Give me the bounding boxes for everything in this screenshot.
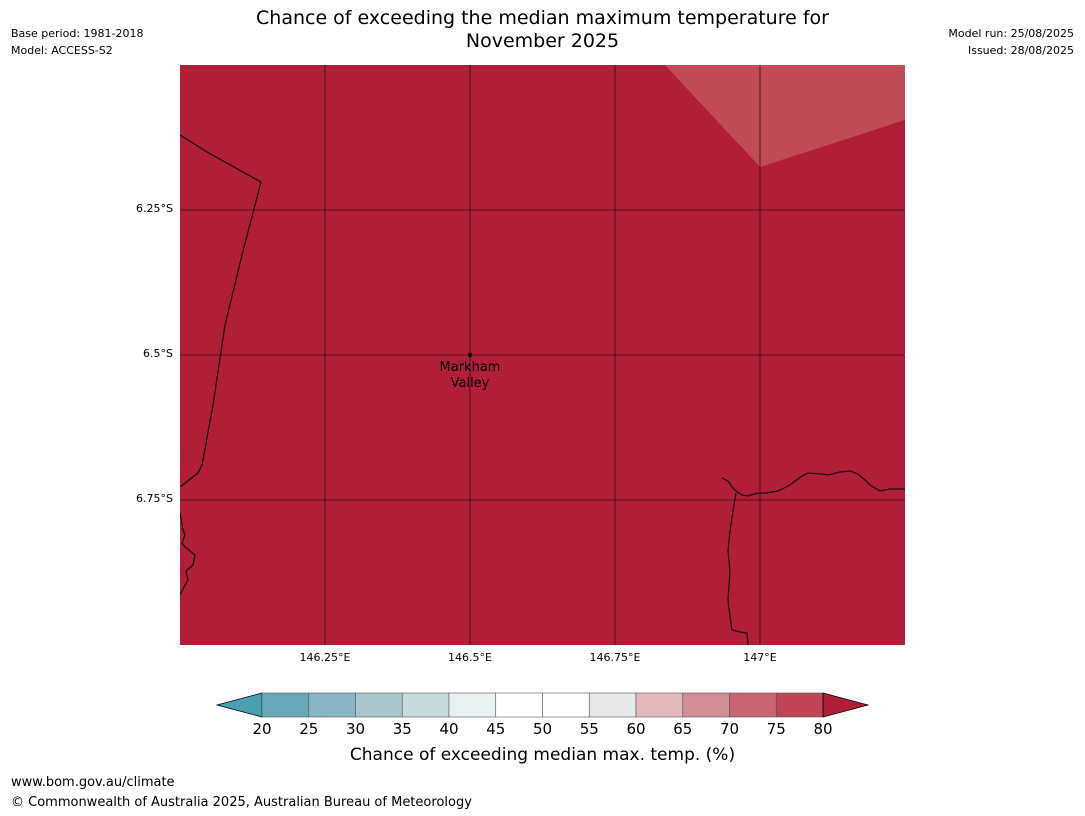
place-name-line1: Markham	[439, 360, 501, 375]
lat-label-6-25: 6.25°S	[136, 202, 173, 215]
lat-label-6-5: 6.5°S	[143, 347, 173, 360]
colorbar-tick-label: 65	[673, 720, 693, 738]
colorbar-segment	[775, 692, 824, 718]
base-period-text: Base period: 1981-2018	[11, 27, 144, 40]
colorbar-tick-label: 20	[252, 720, 272, 738]
colorbar-tick-label: 55	[579, 720, 599, 738]
colorbar-tick-label: 70	[719, 720, 740, 738]
place-label-markham-valley: Markham Valley	[420, 360, 520, 392]
model-run-text: Model run: 25/08/2025	[948, 27, 1074, 40]
forecast-map[interactable]	[180, 65, 905, 645]
colorbar	[215, 692, 870, 720]
header-right-meta: Model run: 25/08/2025 Issued: 28/08/2025	[948, 25, 1074, 59]
boundary-west	[180, 134, 262, 488]
colorbar-tick-label: 80	[813, 720, 833, 738]
colorbar-tick-label: 40	[439, 720, 459, 738]
copyright-text: © Commonwealth of Australia 2025, Austra…	[11, 795, 472, 810]
coastline-west	[180, 512, 196, 596]
colorbar-under-arrow	[215, 692, 263, 718]
colorbar-over-arrow	[822, 692, 870, 718]
colorbar-tick-label: 25	[299, 720, 319, 738]
colorbar-segment	[682, 692, 730, 718]
map-title-line1: Chance of exceeding the median maximum t…	[256, 7, 829, 29]
colorbar-svg	[215, 692, 870, 718]
lat-label-6-75: 6.75°S	[136, 492, 173, 505]
colorbar-tick-label: 30	[345, 720, 366, 738]
lon-label-146-25: 146.25°E	[299, 651, 351, 664]
colorbar-segment	[588, 692, 637, 718]
colorbar-title: Chance of exceeding median max. temp. (%…	[349, 745, 736, 765]
colorbar-segment	[729, 692, 777, 718]
colorbar-segments	[261, 692, 824, 718]
colorbar-segment	[355, 692, 403, 718]
colorbar-segment	[448, 692, 497, 718]
lon-label-146-75: 146.75°E	[589, 651, 641, 664]
colorbar-tick-label: 35	[392, 720, 412, 738]
lon-label-146-5: 146.5°E	[448, 651, 492, 664]
map-title: Chance of exceeding the median maximum t…	[200, 7, 885, 53]
map-svg	[180, 65, 905, 645]
header-left-meta: Base period: 1981-2018 Model: ACCESS-S2	[11, 25, 143, 59]
river-east	[727, 492, 749, 645]
light-probability-patch	[665, 65, 905, 167]
map-title-line2: November 2025	[465, 30, 620, 52]
colorbar-segment	[542, 692, 590, 718]
bom-url-link[interactable]: www.bom.gov.au/climate	[11, 775, 175, 790]
model-text: Model: ACCESS-S2	[11, 44, 113, 57]
colorbar-segment	[635, 692, 684, 718]
dot-marker-icon	[467, 352, 473, 358]
lon-label-147: 147°E	[743, 651, 777, 664]
colorbar-tick-label: 75	[766, 720, 786, 738]
place-name-line2: Valley	[450, 376, 490, 391]
colorbar-segment	[308, 692, 356, 718]
colorbar-segment	[261, 692, 310, 718]
issued-text: Issued: 28/08/2025	[967, 44, 1074, 57]
colorbar-tick-label: 50	[532, 720, 553, 738]
colorbar-tick-label: 60	[626, 720, 646, 738]
colorbar-segment	[401, 692, 450, 718]
boundary-lines	[180, 134, 905, 645]
coastline-east	[721, 470, 905, 497]
colorbar-tick-label: 45	[486, 720, 506, 738]
colorbar-segment	[495, 692, 543, 718]
